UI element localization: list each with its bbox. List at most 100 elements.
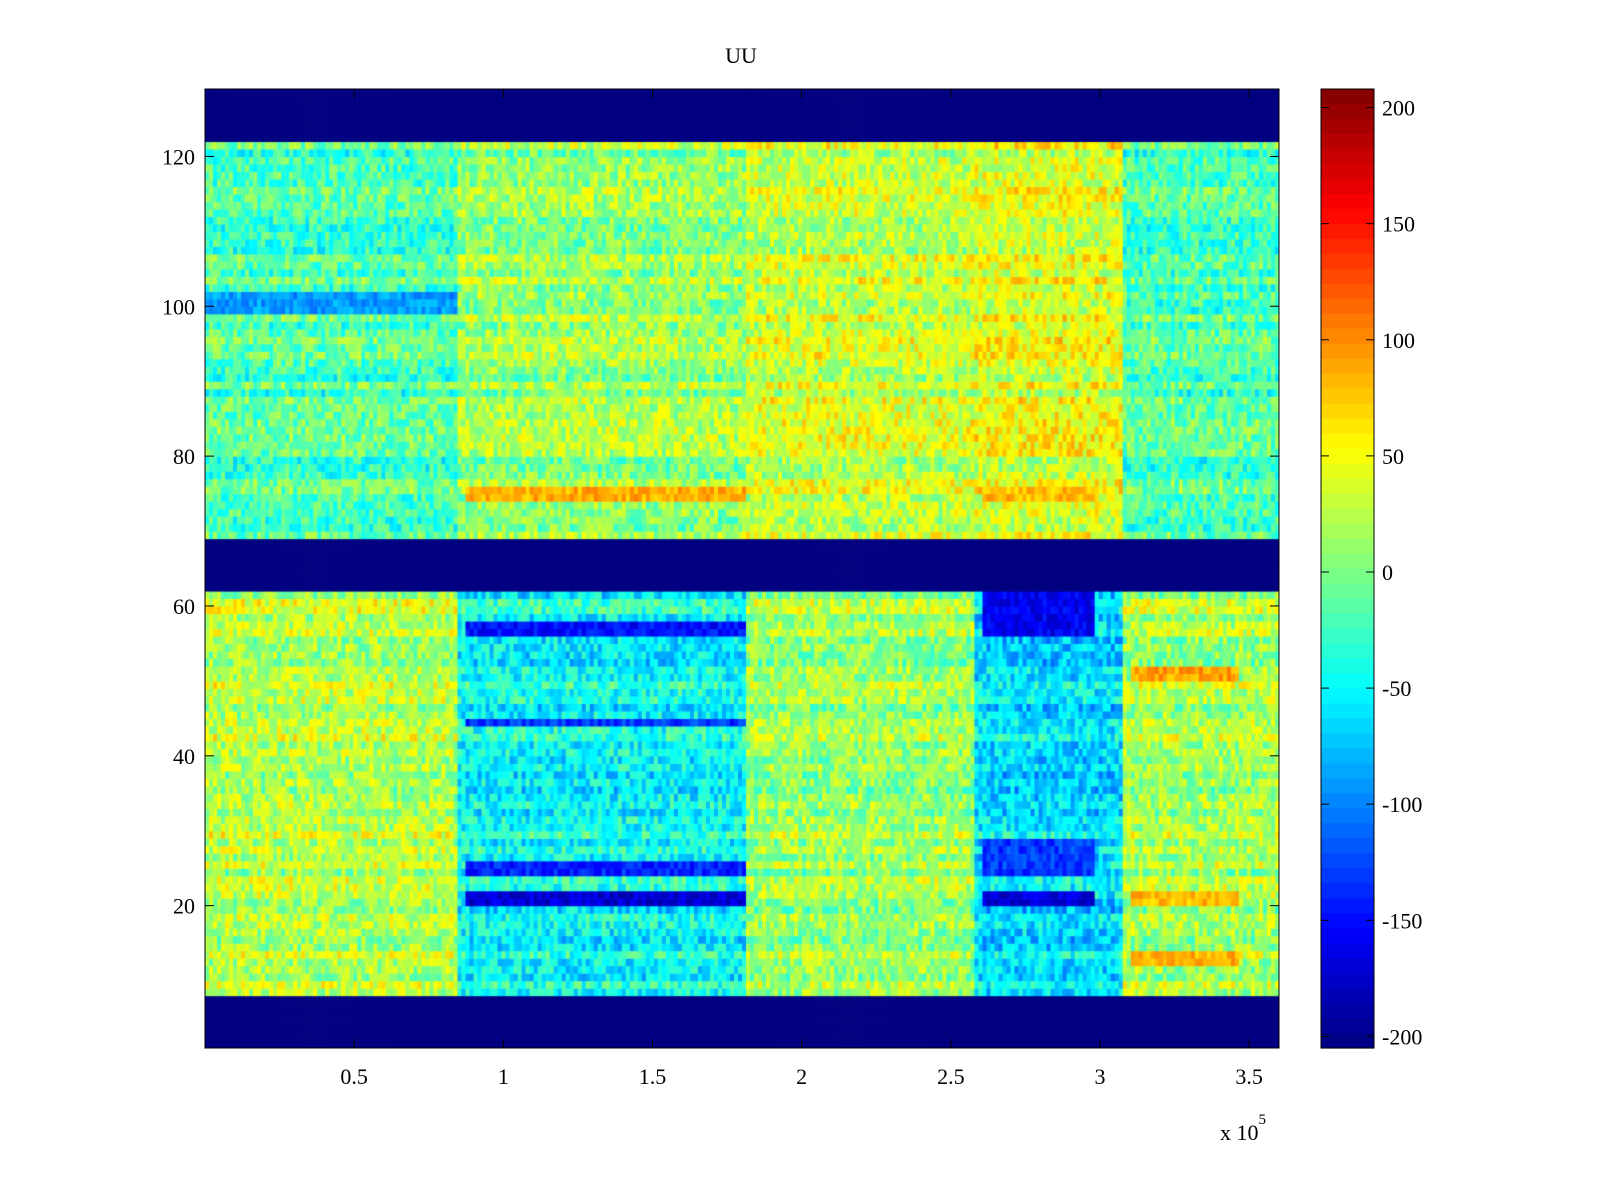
colorbar: 200 150 100 50 0 -50 -100 -150 -200 <box>1320 88 1422 1049</box>
colorbar-swatch <box>1321 853 1374 869</box>
colorbar-swatch <box>1321 973 1374 989</box>
colorbar-swatch <box>1321 928 1374 944</box>
colorbar-tick-label: -50 <box>1382 676 1411 701</box>
colorbar-swatch <box>1321 433 1374 450</box>
colorbar-swatch <box>1321 583 1374 600</box>
x-tick-label: 1 <box>498 1064 509 1089</box>
colorbar-swatch <box>1321 313 1374 330</box>
colorbar-swatch <box>1321 523 1374 540</box>
colorbar-swatch <box>1321 478 1374 495</box>
x-tick-label: 1.5 <box>639 1064 667 1089</box>
colorbar-swatch <box>1321 253 1374 270</box>
x-tick-label: 3 <box>1095 1064 1106 1089</box>
colorbar-swatch <box>1321 268 1374 285</box>
colorbar-tick-label: -150 <box>1382 908 1422 933</box>
colorbar-swatch <box>1321 178 1374 195</box>
colorbar-swatch <box>1321 688 1374 704</box>
colorbar-swatch <box>1321 238 1374 255</box>
colorbar-tick-label: 100 <box>1382 328 1415 353</box>
colorbar-swatch <box>1321 343 1374 360</box>
y-tick-label: 60 <box>173 594 195 619</box>
x-axis-multiplier-base: x 10 <box>1220 1120 1259 1145</box>
colorbar-swatch <box>1321 193 1374 210</box>
colorbar-swatch <box>1321 733 1374 749</box>
colorbar-swatch <box>1321 103 1374 120</box>
colorbar-tick-label: -100 <box>1382 792 1422 817</box>
colorbar-swatch <box>1321 943 1374 959</box>
colorbar-swatch <box>1321 1018 1374 1034</box>
colorbar-tick-label: 50 <box>1382 444 1404 469</box>
x-tick-label: 3.5 <box>1235 1064 1263 1089</box>
colorbar-swatch <box>1321 373 1374 390</box>
colorbar-swatch <box>1321 118 1374 135</box>
colorbar-swatch <box>1321 553 1374 570</box>
colorbar-swatch <box>1321 868 1374 884</box>
colorbar-swatch <box>1321 988 1374 1004</box>
colorbar-swatch <box>1321 403 1374 420</box>
colorbar-swatch <box>1321 838 1374 854</box>
colorbar-swatch <box>1321 808 1374 824</box>
colorbar-swatch <box>1321 628 1374 645</box>
colorbar-swatch <box>1321 883 1374 899</box>
colorbar-swatch <box>1321 643 1374 660</box>
colorbar-swatch <box>1321 718 1374 734</box>
y-tick-label: 80 <box>173 444 195 469</box>
colorbar-swatch <box>1321 133 1374 150</box>
colorbar-swatch <box>1321 358 1374 375</box>
colorbar-swatch <box>1321 763 1374 779</box>
colorbar-ticks: 200 150 100 50 0 -50 -100 -150 -200 <box>1321 96 1422 1049</box>
x-axis-multiplier: x 105 <box>1220 1112 1266 1145</box>
colorbar-swatch <box>1321 463 1374 480</box>
colorbar-swatch <box>1321 328 1374 345</box>
colorbar-swatch <box>1321 673 1374 689</box>
axes-box <box>204 88 1280 1049</box>
colorbar-tick-label: 150 <box>1382 212 1415 237</box>
colorbar-swatch <box>1321 823 1374 839</box>
colorbar-swatch <box>1321 493 1374 510</box>
colorbar-gradient <box>1321 89 1374 1049</box>
colorbar-swatch <box>1321 748 1374 764</box>
colorbar-swatch <box>1321 283 1374 300</box>
colorbar-swatch <box>1321 298 1374 315</box>
colorbar-swatch <box>1321 778 1374 794</box>
x-tick-label: 2 <box>796 1064 807 1089</box>
y-tick-label: 100 <box>162 294 195 319</box>
colorbar-swatch <box>1321 658 1374 674</box>
colorbar-tick-label: -200 <box>1382 1024 1422 1049</box>
colorbar-tick-label: 200 <box>1382 96 1415 121</box>
colorbar-tick-label: 0 <box>1382 560 1393 585</box>
y-axis: 20 40 60 80 100 120 <box>162 144 1279 919</box>
colorbar-swatch <box>1321 913 1374 929</box>
colorbar-swatch <box>1321 703 1374 719</box>
y-tick-label: 40 <box>173 744 195 769</box>
colorbar-swatch <box>1321 448 1374 465</box>
colorbar-swatch <box>1321 148 1374 165</box>
colorbar-swatch <box>1321 598 1374 615</box>
colorbar-swatch <box>1321 898 1374 914</box>
x-tick-label: 0.5 <box>340 1064 368 1089</box>
colorbar-swatch <box>1321 223 1374 240</box>
colorbar-swatch <box>1321 538 1374 555</box>
colorbar-swatch <box>1321 508 1374 525</box>
colorbar-swatch <box>1321 793 1374 809</box>
colorbar-swatch <box>1321 163 1374 180</box>
x-axis: 0.5 1 1.5 2 2.5 3 3.5 <box>340 89 1263 1089</box>
x-tick-label: 2.5 <box>937 1064 965 1089</box>
x-axis-multiplier-exponent: 5 <box>1259 1112 1267 1128</box>
colorbar-swatch <box>1321 613 1374 630</box>
y-tick-label: 120 <box>162 144 195 169</box>
colorbar-swatch <box>1321 89 1374 105</box>
heatmap-image <box>205 89 1279 1048</box>
colorbar-swatch <box>1321 388 1374 405</box>
heatmap-cells <box>205 89 1279 1048</box>
colorbar-frame <box>1320 88 1375 1049</box>
colorbar-swatch <box>1321 568 1374 585</box>
colorbar-swatch <box>1321 958 1374 974</box>
colorbar-swatch <box>1321 418 1374 435</box>
chart-title: UU <box>725 43 757 68</box>
colorbar-swatch <box>1321 1033 1374 1049</box>
colorbar-swatch <box>1321 1003 1374 1019</box>
colorbar-swatch <box>1321 208 1374 225</box>
